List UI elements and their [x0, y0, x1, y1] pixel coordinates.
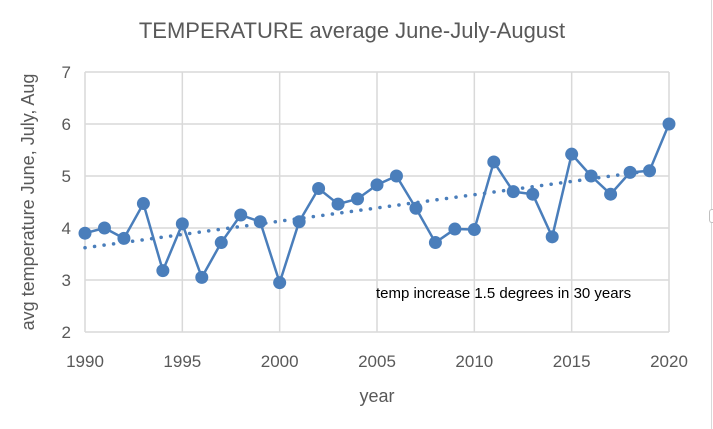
data-point — [526, 187, 540, 201]
annotation-text: temp increase 1.5 degrees in 30 years — [376, 285, 631, 302]
data-point — [623, 165, 637, 179]
data-point — [389, 169, 403, 183]
data-point — [428, 236, 442, 250]
x-tick-label: 2010 — [455, 352, 493, 371]
data-point — [117, 231, 131, 245]
trendline-path — [83, 169, 652, 250]
y-tick-label: 4 — [62, 219, 71, 238]
y-tick-label: 5 — [62, 167, 71, 186]
chart-title: TEMPERATURE average June-July-August — [139, 18, 565, 43]
x-axis-ticks: 1990 1995 2000 2005 2010 2015 2020 — [66, 352, 688, 371]
data-point — [662, 117, 676, 131]
data-point — [487, 155, 501, 169]
data-point — [253, 215, 267, 229]
data-point — [448, 222, 462, 236]
data-point — [136, 197, 150, 211]
x-tick-label: 2005 — [358, 352, 396, 371]
resize-handle[interactable] — [709, 209, 713, 223]
y-tick-label: 6 — [62, 115, 71, 134]
data-point — [565, 147, 579, 161]
data-point — [312, 181, 326, 195]
data-point — [214, 236, 228, 250]
data-point — [175, 217, 189, 231]
data-point — [97, 221, 111, 235]
data-point — [409, 201, 423, 215]
x-tick-label: 2015 — [553, 352, 591, 371]
data-point — [351, 192, 365, 206]
data-point — [156, 264, 170, 278]
y-axis-label: avg temperature June, July, Aug — [18, 74, 38, 331]
y-tick-label: 2 — [62, 323, 71, 342]
data-point — [273, 276, 287, 290]
data-point — [545, 230, 559, 244]
y-tick-label: 3 — [62, 271, 71, 290]
y-tick-label: 7 — [62, 63, 71, 82]
data-point — [584, 169, 598, 183]
data-point — [195, 270, 209, 284]
x-tick-label: 2000 — [261, 352, 299, 371]
data-point — [506, 185, 520, 199]
data-point — [78, 226, 92, 240]
data-point — [234, 208, 248, 222]
x-tick-label: 1990 — [66, 352, 104, 371]
x-tick-label: 1995 — [163, 352, 201, 371]
y-axis-ticks: 2 3 4 5 6 7 — [62, 63, 71, 342]
data-point — [292, 215, 306, 229]
data-point — [331, 197, 345, 211]
series-avg-temperature — [78, 117, 676, 290]
data-point — [643, 164, 657, 178]
data-point — [370, 178, 384, 192]
x-axis-label: year — [359, 386, 394, 406]
x-tick-label: 2020 — [650, 352, 688, 371]
data-point — [467, 223, 481, 237]
data-point — [604, 187, 618, 201]
trendline — [83, 169, 652, 250]
